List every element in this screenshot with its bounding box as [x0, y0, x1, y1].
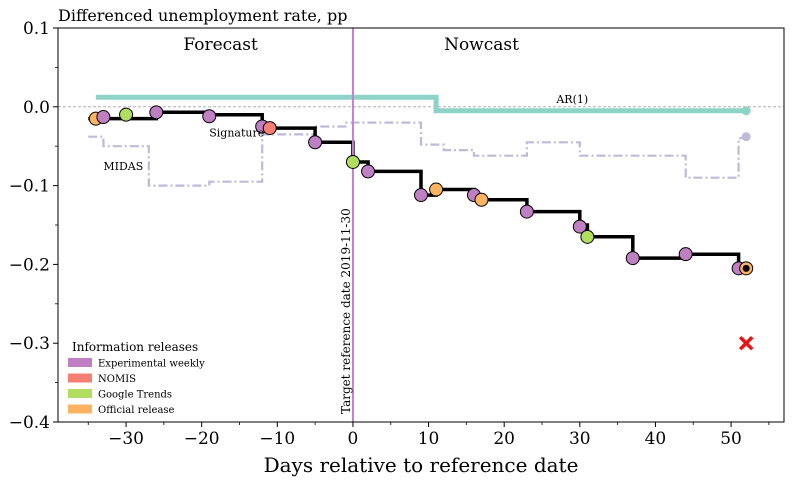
legend-swatch-nomis: [68, 373, 92, 383]
release-marker-google-trends: [345, 154, 360, 169]
actual-value-marker: [738, 335, 754, 351]
series-end-marker: [741, 132, 751, 142]
release-marker-experimental-weekly: [361, 164, 376, 179]
release-marker-nomis: [262, 121, 277, 136]
x-tick-label: −20: [184, 429, 220, 449]
legend-label-google-trends: Google Trends: [98, 390, 172, 401]
release-marker-google-trends: [119, 107, 134, 122]
x-axis-title: Days relative to reference date: [264, 453, 579, 477]
y-tick-label: −0.4: [9, 413, 50, 433]
release-marker-experimental-weekly: [625, 251, 640, 266]
series-line-midas: [88, 121, 747, 187]
final-estimate-dot: [742, 264, 750, 272]
y-tick-label: 0.0: [23, 98, 50, 118]
x-tick-label: 50: [720, 429, 742, 449]
release-marker-experimental-weekly: [308, 135, 323, 150]
x-tick-label: −30: [108, 429, 144, 449]
x-tick-label: −10: [259, 429, 295, 449]
series-end-marker: [741, 106, 751, 116]
release-marker-experimental-weekly: [572, 219, 587, 234]
release-marker-experimental-weekly: [149, 105, 164, 120]
release-marker-official-release: [474, 192, 489, 207]
chart-title: Differenced unemployment rate, pp: [58, 6, 347, 25]
region-label-forecast: Forecast: [183, 35, 258, 55]
legend-swatch-official-release: [68, 404, 92, 414]
x-tick-label: 0: [348, 429, 359, 449]
release-marker-experimental-weekly: [678, 247, 693, 262]
legend-title: Information releases: [72, 340, 198, 354]
y-tick-label: −0.1: [9, 177, 50, 197]
release-marker-experimental-weekly: [96, 110, 111, 125]
series-label-midas: MIDAS: [103, 160, 143, 173]
release-markers: [88, 105, 754, 351]
y-tick-label: −0.3: [9, 334, 50, 354]
release-marker-experimental-weekly: [519, 204, 534, 219]
legend-swatch-google-trends: [68, 389, 92, 398]
legend-swatch-experimental-weekly: [68, 358, 92, 367]
axes: −30 −20 −10 0 10 20 30 40 50 0.1 0.0 −0.1 −0.2 −0.3 −0…: [9, 19, 785, 449]
x-tick-label: 30: [569, 429, 591, 449]
y-tick-label: −0.2: [9, 255, 50, 275]
x-tick-label: 20: [493, 429, 515, 449]
y-tick-label: 0.1: [23, 19, 50, 39]
legend-label-experimental-weekly: Experimental weekly: [98, 359, 205, 370]
legend-label-official-release: Official release: [98, 405, 175, 416]
reference-date-layer: Target reference date 2019-11-30: [339, 28, 354, 422]
release-marker-experimental-weekly: [202, 109, 217, 124]
release-marker-google-trends: [580, 229, 595, 244]
region-label-nowcast: Nowcast: [444, 35, 519, 55]
release-marker-official-release: [429, 182, 444, 197]
reference-date-label: Target reference date 2019-11-30: [339, 208, 353, 414]
legend: Information releases Experimental weekly N…: [68, 340, 205, 416]
series-line-ar-1: [95, 94, 747, 114]
annotation-layer: AR(1) MIDAS Signature Forecast Nowcast: [103, 35, 588, 173]
release-marker-experimental-weekly: [414, 188, 428, 203]
series-label-signature: Signature: [209, 127, 264, 140]
series-label-ar-1: AR(1): [555, 93, 588, 106]
x-tick-label: 40: [645, 429, 667, 449]
series-layer: [88, 94, 751, 271]
x-tick-label: 10: [418, 429, 440, 449]
legend-label-nomis: NOMIS: [98, 374, 136, 385]
